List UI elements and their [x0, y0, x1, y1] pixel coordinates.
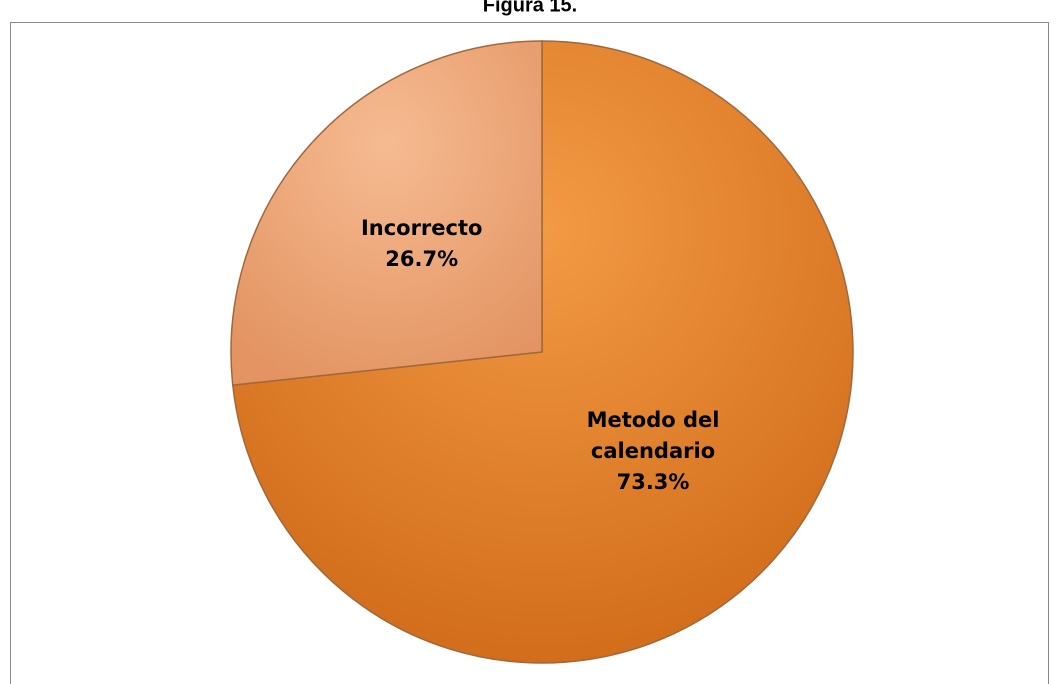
pie-slice: [230, 40, 543, 386]
data-label: Metodo del calendario 73.3%: [563, 405, 743, 498]
chart-frame: [10, 22, 1049, 684]
slice-value: 73.3%: [616, 470, 690, 495]
data-label: Incorrecto 26.7%: [332, 213, 512, 275]
slice-name: Incorrecto: [360, 215, 483, 240]
slice-name: Metodo del calendario: [586, 408, 720, 464]
slice-value: 26.7%: [385, 246, 459, 271]
pie-slice: [231, 40, 854, 664]
chart-title: Figura 15.: [483, 0, 577, 16]
